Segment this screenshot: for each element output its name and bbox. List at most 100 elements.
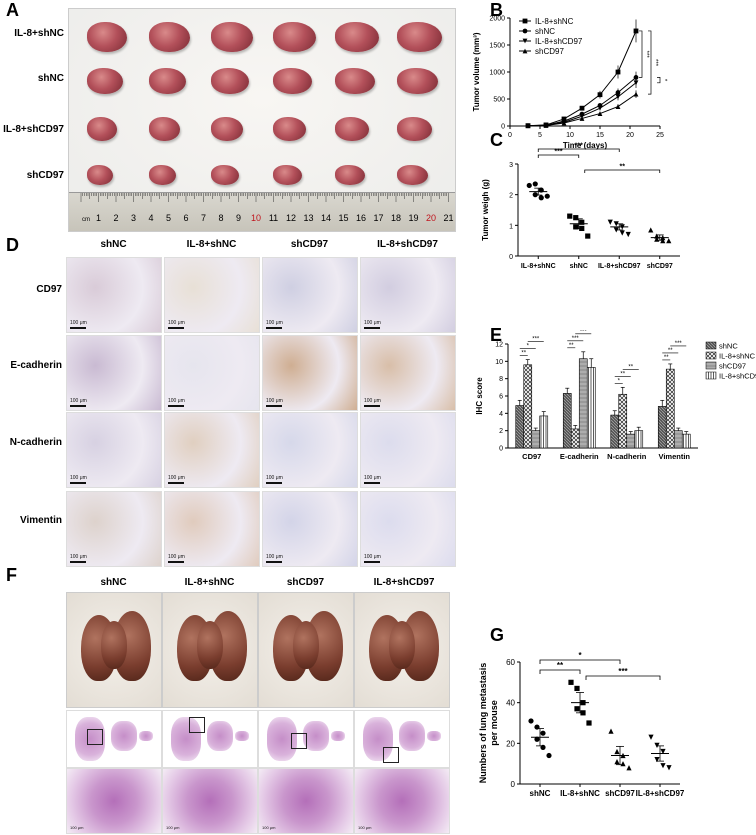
tumor <box>87 165 113 185</box>
scale-bar: 100 μm <box>358 825 372 830</box>
data-point <box>568 679 574 685</box>
scale-bar: 100 μm <box>70 398 87 407</box>
significance-label: ** <box>664 355 669 361</box>
panel-label-d: D <box>6 235 19 255</box>
significance-label: ** <box>620 371 625 377</box>
data-point <box>633 91 639 97</box>
ihc-col-label-0: shNC <box>100 239 127 250</box>
tumor <box>211 68 249 94</box>
tissue-section <box>267 717 297 761</box>
ruler-number: 14 <box>321 213 331 223</box>
scale-bar: 100 μm <box>168 320 185 329</box>
y-tick-label: 8 <box>499 376 503 383</box>
x-tick-label: 25 <box>656 132 664 139</box>
data-point <box>526 182 532 189</box>
data-point <box>666 238 672 244</box>
ihc-image: 100 μm <box>164 257 260 333</box>
data-point <box>532 181 538 187</box>
significance-label: ** <box>521 351 526 357</box>
data-point <box>648 227 654 233</box>
y-tick-label: 500 <box>493 97 505 104</box>
y-tick-label: 1 <box>509 223 513 230</box>
tissue-section <box>207 721 233 751</box>
tumor <box>211 22 253 52</box>
bar <box>523 364 533 449</box>
scale-bar: 100 μm <box>266 475 283 484</box>
data-point <box>585 233 591 239</box>
scale-bar: 100 μm <box>70 475 87 484</box>
tumor <box>397 117 432 141</box>
category-label: IL-8+shNC <box>560 789 600 798</box>
panel-label-g: G <box>490 625 505 645</box>
he-section <box>258 710 354 768</box>
y-tick-label: 4 <box>499 411 503 418</box>
legend-label: shCD97 <box>535 47 564 56</box>
data-point <box>619 230 625 236</box>
panel-label-e: E <box>490 325 503 345</box>
x-tick-label: 5 <box>538 132 542 139</box>
ihc-image: 100 μm <box>66 412 162 488</box>
y-tick-label: 10 <box>495 359 503 366</box>
legend-label: shNC <box>535 27 555 36</box>
lung-lobe <box>389 621 415 669</box>
y-tick-label: 20 <box>506 739 515 748</box>
ihc-image: 100 μm <box>360 335 456 411</box>
ihc-image: 100 μm <box>360 257 456 333</box>
data-point <box>597 111 603 116</box>
ruler-number: 9 <box>236 213 241 223</box>
lung-metastasis-chart: 0 20 40 60 shNC IL-8+shNC shCD97 IL-8+shCD97 Num… <box>478 651 685 798</box>
ruler-number: 12 <box>286 213 296 223</box>
bar <box>657 406 667 449</box>
lung-lobe <box>101 621 127 669</box>
ihc-image: 100 μm <box>164 491 260 567</box>
tumor <box>397 165 428 185</box>
tumor-volume-chart: 0 500 1000 1500 2000 0 5 10 15 20 25 Time (days) Tum… <box>472 16 667 151</box>
x-axis-label: Time (days) <box>563 141 608 150</box>
ihc-image: 100 μm <box>262 491 358 567</box>
ihc-image: 100 μm <box>66 491 162 567</box>
bar <box>610 414 620 449</box>
category-label: shNC <box>570 263 588 270</box>
significance-label: *** <box>532 337 540 343</box>
scale-bar: 100 μm <box>266 554 283 563</box>
ruler-number: 3 <box>131 213 136 223</box>
significance-bracket <box>539 669 581 674</box>
he-section <box>354 710 450 768</box>
significance-label: ** <box>620 164 626 171</box>
tissue-section <box>399 721 425 751</box>
panel-label-c: C <box>490 130 503 150</box>
significance-label: *** <box>572 336 580 342</box>
tumor-row-label-1: shNC <box>37 73 64 84</box>
ihc-row-label-2: N-cadherin <box>9 437 62 448</box>
significance-bracket <box>537 154 580 158</box>
scale-bar: 100 μm <box>266 320 283 329</box>
significance-bracket <box>657 77 661 84</box>
data-point <box>543 123 549 128</box>
lung-col-label-0: shNC <box>100 577 127 588</box>
data-point <box>614 759 620 765</box>
ruler-unit: cm <box>82 217 90 223</box>
significance-label: *** <box>675 341 683 347</box>
panel-label-a: A <box>6 0 19 20</box>
data-point <box>573 215 579 221</box>
y-tick-label: 12 <box>495 342 503 349</box>
tumor <box>149 117 180 141</box>
scale-bar: 100 μm <box>364 320 381 329</box>
scale-bar: 100 μm <box>168 398 185 407</box>
ihc-image: 100 μm <box>66 257 162 333</box>
legend-label: IL-8+shNC <box>719 352 756 361</box>
data-point <box>579 116 585 121</box>
tumor <box>149 22 190 52</box>
ihc-row-label-1: E-cadherin <box>10 360 62 371</box>
y-tick-label: 0 <box>499 446 503 453</box>
scale-bar: 100 μm <box>364 554 381 563</box>
y-tick-label: 60 <box>506 658 515 667</box>
y-tick-label: 2 <box>499 428 503 435</box>
lung-col-label-3: IL-8+shCD97 <box>373 577 435 588</box>
tumor <box>273 22 316 52</box>
significance-label: ** <box>628 364 633 370</box>
significance-label: *** <box>618 667 628 676</box>
significance-label: * <box>578 651 582 660</box>
panel-label-f: F <box>6 565 17 585</box>
